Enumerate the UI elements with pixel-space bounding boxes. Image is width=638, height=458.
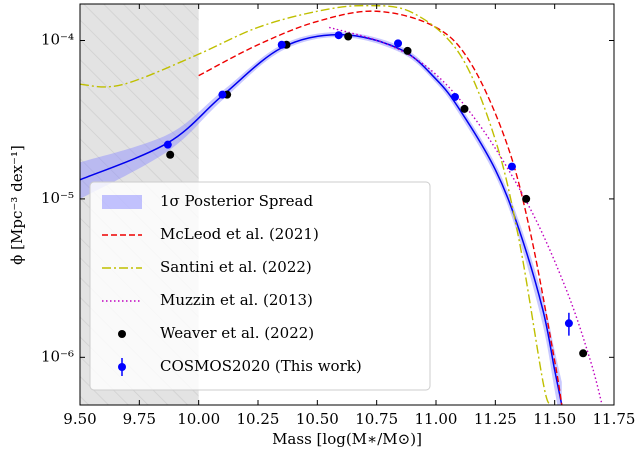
- data-point: [460, 104, 469, 113]
- data-point: [564, 319, 573, 328]
- x-tick-label: 11.25: [474, 410, 517, 428]
- data-point: [163, 140, 172, 149]
- x-axis-label: Mass [log(M∗/M⊙)]: [272, 430, 422, 448]
- data-point: [344, 32, 353, 41]
- legend-swatch: [118, 363, 126, 371]
- y-tick-label: 10⁻⁵: [41, 189, 74, 207]
- model-line: [80, 4, 551, 405]
- x-tick-label: 11.50: [533, 410, 576, 428]
- data-point: [450, 92, 459, 101]
- fit-line: [80, 33, 563, 405]
- legend-label: McLeod et al. (2021): [160, 225, 319, 243]
- axes-frame: [79, 3, 615, 406]
- data-point: [579, 349, 588, 358]
- legend-swatch: [118, 330, 126, 338]
- y-tick-label: 10⁻⁶: [41, 347, 74, 365]
- x-tick-label: 10.25: [237, 410, 280, 428]
- legend-box: [89, 181, 431, 391]
- x-tick-label: 11.00: [415, 410, 458, 428]
- model-line: [198, 10, 563, 405]
- legend-label: Santini et al. (2022): [160, 258, 312, 276]
- legend-label: Muzzin et al. (2013): [160, 291, 313, 309]
- legend-swatch: [102, 195, 142, 209]
- legend-label: COSMOS2020 (This work): [160, 357, 362, 375]
- x-tick-label: 11.75: [593, 410, 636, 428]
- data-point: [403, 46, 412, 55]
- x-tick-label: 9.75: [123, 410, 156, 428]
- legend-label: 1σ Posterior Spread: [160, 192, 313, 210]
- data-point: [277, 40, 286, 49]
- data-point: [218, 90, 227, 99]
- data-point: [334, 31, 343, 40]
- x-tick-label: 10.75: [355, 410, 398, 428]
- y-tick-label: 10⁻⁴: [41, 31, 74, 49]
- legend: 1σ Posterior Spread McLeod et al. (2021) S…: [89, 181, 431, 391]
- x-tick-label: 10.50: [296, 410, 339, 428]
- legend-label: Weaver et al. (2022): [160, 324, 314, 342]
- data-point: [166, 150, 175, 159]
- data-point: [507, 162, 516, 171]
- x-tick-label: 10.00: [177, 410, 220, 428]
- y-axis-label: ϕ [Mpc⁻³ dex⁻¹]: [8, 145, 26, 265]
- data-point: [394, 39, 403, 48]
- data-point: [522, 194, 531, 203]
- x-tick-label: 9.50: [63, 410, 96, 428]
